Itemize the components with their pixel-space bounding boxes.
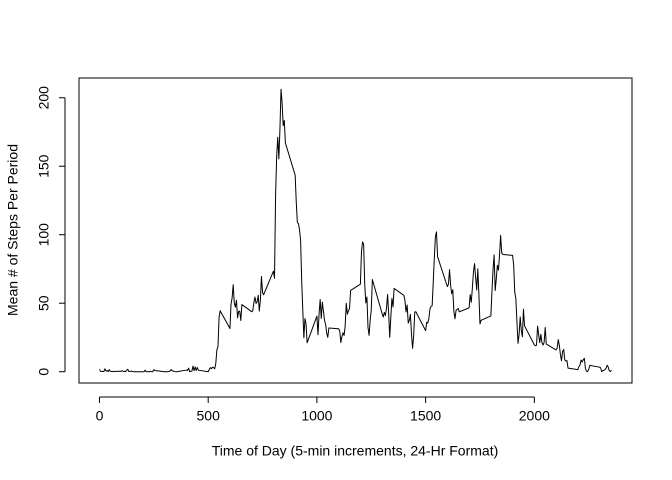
x-axis-label: Time of Day (5-min increments, 24-Hr For… [212,443,499,459]
x-tick-label: 1000 [301,408,332,424]
x-tick-label: 2000 [519,408,550,424]
x-tick-label: 500 [197,408,221,424]
plot-box [78,77,633,384]
y-tick-label: 50 [36,295,52,311]
y-tick-label: 150 [36,154,52,178]
y-tick-label: 0 [36,368,52,376]
x-tick-label: 1500 [410,408,441,424]
y-tick-label: 100 [36,223,52,247]
data-line [99,88,612,373]
y-tick-label: 200 [36,86,52,110]
y-axis-label: Mean # of Steps Per Period [5,144,21,316]
x-tick-label: 0 [96,408,104,424]
